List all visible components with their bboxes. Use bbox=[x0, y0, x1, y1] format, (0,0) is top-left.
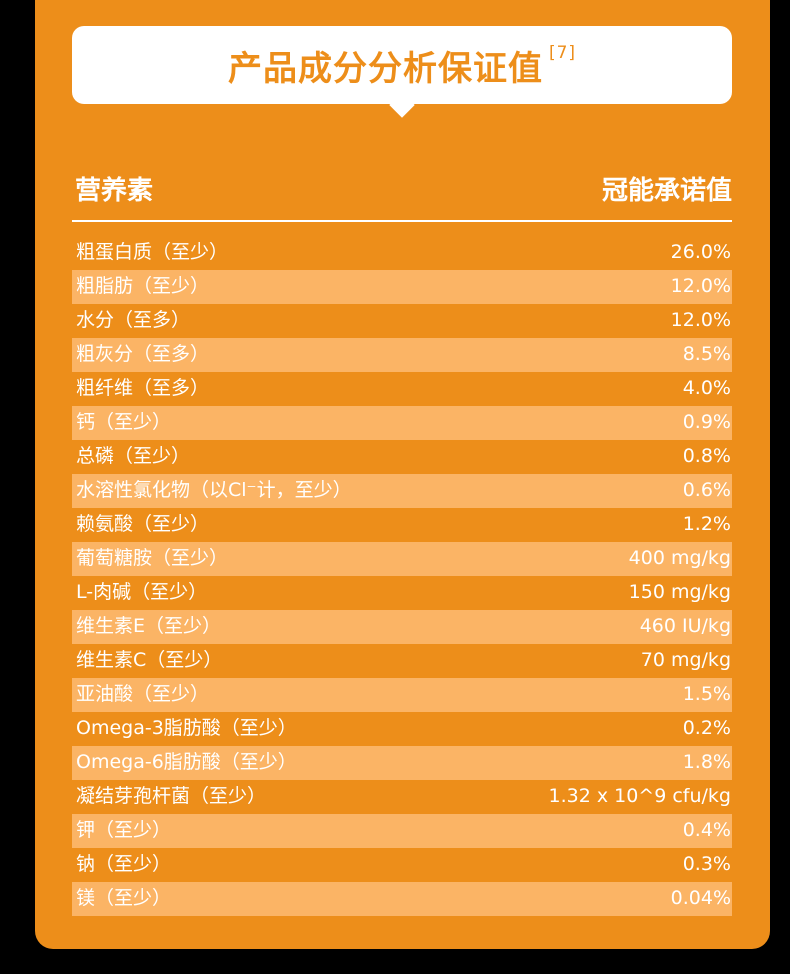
nutrient-name: 钾（至少） bbox=[76, 819, 172, 841]
table-row: 镁（至少） 0.04% bbox=[72, 882, 732, 916]
nutrient-value: 12.0% bbox=[670, 309, 731, 331]
header-nutrient: 营养素 bbox=[75, 176, 154, 206]
title-banner-text: 产品成分分析保证值 [7] bbox=[72, 26, 732, 104]
nutrient-value: 0.4% bbox=[682, 819, 731, 841]
nutrient-value: 0.3% bbox=[682, 853, 731, 875]
nutrient-name: 亚油酸（至少） bbox=[76, 683, 210, 705]
nutrient-value: 1.8% bbox=[682, 751, 731, 773]
nutrient-name: 钠（至少） bbox=[76, 853, 172, 875]
nutrient-name: 水溶性氯化物（以Cl⁻计，至少） bbox=[76, 479, 352, 501]
table-row: 维生素E（至少） 460 IU/kg bbox=[72, 610, 732, 644]
nutrient-value: 1.2% bbox=[682, 513, 731, 535]
table-row: 水溶性氯化物（以Cl⁻计，至少） 0.6% bbox=[72, 474, 732, 508]
table-row: 钠（至少） 0.3% bbox=[72, 848, 732, 882]
nutrient-value: 150 mg/kg bbox=[628, 581, 731, 603]
nutrient-value: 460 IU/kg bbox=[639, 615, 731, 637]
nutrient-name: 镁（至少） bbox=[76, 887, 172, 909]
nutrient-value: 1.5% bbox=[682, 683, 731, 705]
table-row: L-肉碱（至少） 150 mg/kg bbox=[72, 576, 732, 610]
table-row: Omega-6脂肪酸（至少） 1.8% bbox=[72, 746, 732, 780]
table-row: 维生素C（至少） 70 mg/kg bbox=[72, 644, 732, 678]
nutrient-name: 赖氨酸（至少） bbox=[76, 513, 210, 535]
nutrient-value: 0.2% bbox=[682, 717, 731, 739]
nutrient-name: 水分（至多） bbox=[76, 309, 191, 331]
table-row: 粗灰分（至多） 8.5% bbox=[72, 338, 732, 372]
title-reference: [7] bbox=[548, 43, 577, 63]
table-row: 赖氨酸（至少） 1.2% bbox=[72, 508, 732, 542]
nutrient-value: 70 mg/kg bbox=[640, 649, 731, 671]
nutrient-name: 凝结芽孢杆菌（至少） bbox=[76, 785, 267, 807]
title-banner bbox=[72, 26, 732, 104]
nutrient-name: 总磷（至少） bbox=[76, 445, 191, 467]
nutrient-name: 葡萄糖胺（至少） bbox=[76, 547, 229, 569]
table-row: 钙（至少） 0.9% bbox=[72, 406, 732, 440]
table-row: 粗蛋白质（至少） 26.0% bbox=[72, 236, 732, 270]
nutrient-name: 粗纤维（至多） bbox=[76, 377, 210, 399]
nutrient-name: 粗蛋白质（至少） bbox=[76, 241, 229, 263]
header-divider bbox=[72, 220, 732, 222]
table-row: 总磷（至少） 0.8% bbox=[72, 440, 732, 474]
nutrient-value: 26.0% bbox=[670, 241, 731, 263]
table-row: 粗脂肪（至少） 12.0% bbox=[72, 270, 732, 304]
nutrient-value: 0.04% bbox=[670, 887, 731, 909]
nutrient-value: 8.5% bbox=[682, 343, 731, 365]
nutrient-value: 1.32 x 10^9 cfu/kg bbox=[548, 785, 732, 807]
nutrient-value: 0.9% bbox=[682, 411, 731, 433]
nutrient-value: 0.8% bbox=[682, 445, 731, 467]
nutrient-value: 4.0% bbox=[682, 377, 731, 399]
nutrient-value: 0.6% bbox=[682, 479, 731, 501]
table-row: Omega-3脂肪酸（至少） 0.2% bbox=[72, 712, 732, 746]
nutrient-name: Omega-6脂肪酸（至少） bbox=[76, 751, 297, 773]
page-title: 产品成分分析保证值 bbox=[227, 48, 543, 89]
table-header: 营养素 冠能承诺值 bbox=[75, 170, 732, 210]
nutrient-table: 粗蛋白质（至少） 26.0% 粗脂肪（至少） 12.0% 水分（至多） 12.0% 粗灰分（… bbox=[72, 236, 732, 916]
table-row: 水分（至多） 12.0% bbox=[72, 304, 732, 338]
nutrient-name: 钙（至少） bbox=[76, 411, 172, 433]
nutrient-name: 粗脂肪（至少） bbox=[76, 275, 210, 297]
nutrient-value: 400 mg/kg bbox=[628, 547, 731, 569]
header-guaranteed-value: 冠能承诺值 bbox=[601, 176, 732, 206]
table-row: 凝结芽孢杆菌（至少） 1.32 x 10^9 cfu/kg bbox=[72, 780, 732, 814]
nutrient-name: Omega-3脂肪酸（至少） bbox=[76, 717, 297, 739]
nutrient-name: 维生素C（至少） bbox=[76, 649, 223, 671]
nutrient-name: L-肉碱（至少） bbox=[76, 581, 208, 603]
table-row: 钾（至少） 0.4% bbox=[72, 814, 732, 848]
table-row: 粗纤维（至多） 4.0% bbox=[72, 372, 732, 406]
table-row: 亚油酸（至少） 1.5% bbox=[72, 678, 732, 712]
nutrient-name: 粗灰分（至多） bbox=[76, 343, 210, 365]
nutrient-name: 维生素E（至少） bbox=[76, 615, 222, 637]
table-row: 葡萄糖胺（至少） 400 mg/kg bbox=[72, 542, 732, 576]
nutrient-value: 12.0% bbox=[670, 275, 731, 297]
